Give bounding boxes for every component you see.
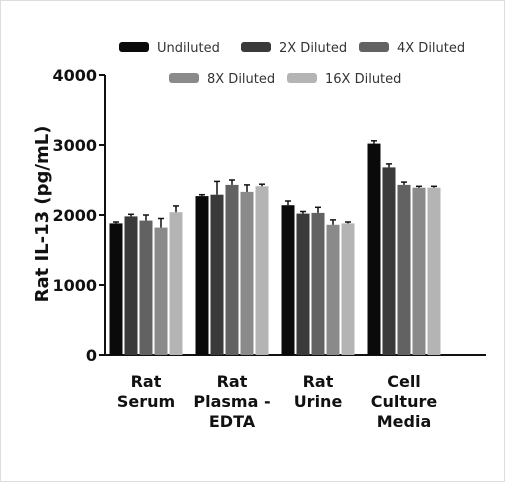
x-category-label: Rat Plasma -EDTA: [193, 372, 270, 431]
bar: [281, 205, 295, 355]
x-category-label: Rat Urine: [294, 372, 343, 411]
bar: [154, 227, 168, 355]
bar: [124, 216, 138, 355]
bar: [326, 224, 340, 355]
legend-label: 16X Diluted: [325, 72, 401, 87]
y-tick-label: 4000: [52, 66, 97, 85]
legend-label: 2X Diluted: [279, 41, 347, 56]
bar: [382, 167, 396, 355]
category-labels: Rat Serum Rat Plasma -EDTA Rat Urine Cell Cultu…: [117, 372, 438, 431]
bar: [296, 213, 310, 355]
x-category-label: Rat Serum: [117, 372, 175, 411]
y-tick-label: 1000: [52, 276, 97, 295]
bar: [240, 191, 254, 355]
y-tick-label: 0: [86, 346, 97, 365]
bar: [195, 196, 209, 355]
legend-swatch: [119, 42, 149, 52]
bar: [255, 186, 269, 355]
bar: [412, 187, 426, 355]
bar: [367, 143, 381, 355]
legend-swatch: [359, 42, 389, 52]
y-tick-label: 3000: [52, 136, 97, 155]
axes: 0 1000 2000 3000 4000: [52, 66, 486, 365]
bars: [109, 140, 441, 355]
legend-label: 8X Diluted: [207, 72, 275, 87]
bar: [341, 223, 355, 355]
legend-label: Undiluted: [157, 41, 220, 56]
bar: [210, 194, 224, 355]
bar: [169, 212, 183, 355]
x-category-label: Cell Culture Media: [371, 372, 438, 431]
y-tick-label: 2000: [52, 206, 97, 225]
bar: [109, 223, 123, 355]
bar: [139, 220, 153, 355]
bar: [225, 184, 239, 355]
legend: Undiluted 2X Diluted 4X Diluted 8X Diluted 1…: [119, 41, 465, 87]
bar: [311, 212, 325, 355]
legend-swatch: [169, 73, 199, 83]
bar: [427, 187, 441, 355]
bar: [397, 184, 411, 355]
y-axis-label: Rat IL-13 (pg/mL): [32, 126, 53, 303]
legend-label: 4X Diluted: [397, 41, 465, 56]
legend-swatch: [287, 73, 317, 83]
legend-swatch: [241, 42, 271, 52]
